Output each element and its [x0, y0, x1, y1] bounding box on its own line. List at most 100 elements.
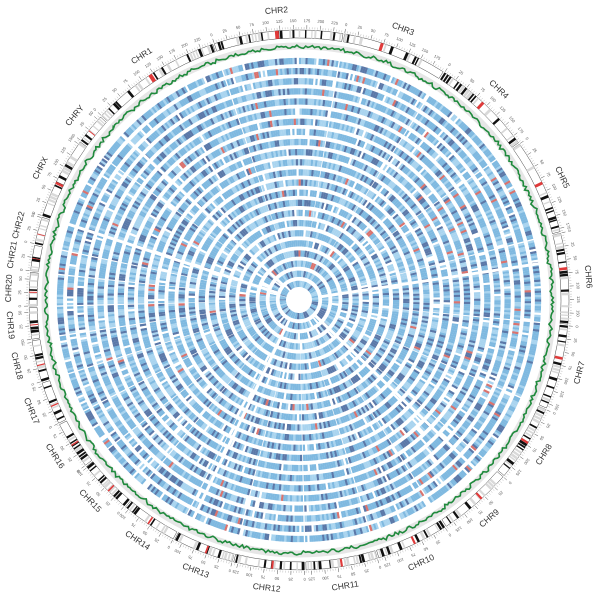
heatmap-cell — [288, 261, 293, 268]
heatmap-cell — [313, 253, 318, 260]
heatmap-cell — [319, 244, 324, 252]
heatmap-cell — [362, 199, 368, 207]
heatmap-cell — [317, 233, 322, 240]
heatmap-cell — [307, 444, 310, 451]
heatmap-cell — [334, 386, 340, 393]
heatmap-cell — [406, 259, 414, 264]
heatmap-cell — [381, 189, 388, 196]
heatmap-cell — [267, 204, 272, 211]
heatmap-cell — [303, 474, 306, 482]
heatmap-cell — [396, 218, 403, 225]
heatmap-cell — [398, 330, 405, 335]
heatmap-cell — [254, 361, 260, 368]
heatmap-cell — [181, 268, 189, 273]
heatmap-cell — [291, 118, 294, 126]
heatmap-cell — [316, 266, 323, 274]
heatmap-cell — [215, 211, 222, 218]
heatmap-cell — [288, 352, 293, 360]
heatmap-cell — [415, 254, 423, 259]
heatmap-cell — [223, 191, 229, 199]
heatmap-cell — [202, 271, 209, 275]
heatmap-cell — [258, 407, 263, 415]
heatmap-cell — [382, 233, 389, 240]
heatmap-cell — [255, 176, 260, 183]
heatmap-cell — [332, 217, 338, 225]
heatmap-cell — [433, 309, 440, 313]
heatmap-cell — [138, 306, 145, 309]
heatmap-cell — [318, 401, 323, 409]
heatmap-cell — [254, 276, 261, 282]
heatmap-cell — [199, 289, 206, 293]
heatmap-cell — [230, 283, 238, 287]
heatmap-cell — [428, 262, 436, 266]
heatmap-cell — [396, 335, 403, 341]
heatmap-cell — [302, 260, 306, 268]
heatmap-cell — [219, 306, 226, 310]
heatmap-cell — [370, 359, 377, 366]
heatmap-cell — [409, 239, 417, 245]
heatmap-cell — [274, 312, 281, 319]
heatmap-cell — [368, 232, 376, 239]
heatmap-cell — [303, 383, 306, 391]
heatmap-cell — [349, 412, 355, 420]
heatmap-cell — [215, 382, 222, 390]
heatmap-cell — [223, 231, 230, 238]
heatmap-cell — [423, 293, 430, 297]
heatmap-cell — [429, 265, 437, 269]
heatmap-cell — [329, 285, 337, 290]
heatmap-cell — [393, 253, 401, 258]
heatmap-cell — [292, 220, 296, 227]
heatmap-cell — [358, 196, 364, 204]
heatmap-cell — [326, 345, 332, 352]
heatmap-cell — [354, 329, 361, 335]
heatmap-cell — [382, 308, 389, 311]
heatmap-cell — [326, 182, 330, 190]
heatmap-cell — [279, 296, 287, 298]
heatmap-cell — [271, 308, 279, 314]
heatmap-cell — [228, 404, 234, 412]
heatmap-cell — [186, 340, 194, 346]
heatmap-cell — [249, 200, 255, 207]
heatmap-cell — [289, 332, 293, 339]
heatmap-cell — [216, 396, 223, 403]
heatmap-cell — [275, 359, 280, 367]
heatmap-cell — [399, 243, 407, 249]
heatmap-cell — [208, 190, 215, 197]
heatmap-cell — [412, 308, 420, 311]
heatmap-cell — [204, 240, 211, 247]
heatmap-cell — [282, 307, 289, 312]
heatmap-cell — [299, 434, 302, 441]
heatmap-cell — [324, 357, 330, 364]
heatmap-cell — [300, 270, 304, 278]
heatmap-cell — [382, 253, 389, 259]
heatmap-cell — [230, 406, 236, 413]
heatmap-cell — [271, 181, 276, 189]
heatmap-cell — [303, 414, 307, 421]
heatmap-cell — [432, 284, 440, 288]
heatmap-cell — [190, 225, 197, 231]
heatmap-cell — [310, 305, 317, 310]
heatmap-cell — [256, 186, 261, 194]
heatmap-cell — [392, 306, 400, 310]
heatmap-cell — [295, 434, 298, 441]
heatmap-cell — [169, 281, 176, 285]
heatmap-cell — [423, 349, 430, 355]
heatmap-cell — [401, 348, 409, 353]
heatmap-cell — [312, 403, 316, 410]
heatmap-cell — [401, 247, 409, 252]
heatmap-cell — [292, 281, 297, 288]
heatmap-cell — [332, 184, 337, 192]
heatmap-cell — [171, 268, 179, 272]
heatmap-cell — [204, 330, 211, 336]
heatmap-cell — [270, 358, 276, 365]
heatmap-cell — [302, 118, 305, 125]
heatmap-cell — [269, 161, 274, 169]
heatmap-cell — [352, 298, 359, 301]
heatmap-cell — [205, 260, 213, 265]
heatmap-cell — [338, 384, 344, 391]
heatmap-cell — [348, 180, 354, 187]
heatmap-cell — [292, 312, 296, 319]
heatmap-cell — [407, 263, 415, 268]
heatmap-cell — [273, 282, 281, 288]
heatmap-cell — [357, 409, 363, 416]
